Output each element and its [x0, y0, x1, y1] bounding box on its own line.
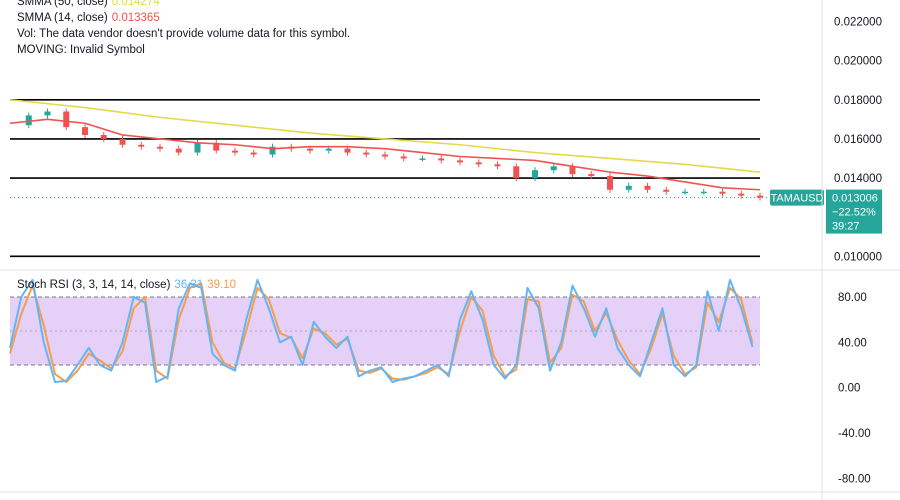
- candle-body[interactable]: [213, 142, 220, 151]
- candle-body[interactable]: [644, 185, 651, 190]
- price-change-text: −22.52%: [832, 207, 876, 219]
- stoch-rsi-legend[interactable]: Stoch RSI (3, 3, 14, 14, close) 36.31 39.1…: [17, 279, 236, 291]
- candle-body[interactable]: [63, 111, 70, 128]
- price-tick-label: 0.014000: [834, 173, 882, 185]
- candle-body[interactable]: [138, 144, 145, 147]
- candle-body[interactable]: [569, 166, 576, 175]
- candle-body[interactable]: [25, 115, 32, 126]
- candle-body[interactable]: [738, 193, 745, 196]
- candle-body[interactable]: [663, 189, 670, 192]
- stoch-tick-label: -80.00: [838, 473, 871, 485]
- stoch-tick-label: 0.00: [838, 383, 860, 395]
- smma50-legend-label: SMMA (50, close): [17, 0, 108, 8]
- candle-body[interactable]: [157, 146, 163, 149]
- main-price-pane[interactable]: [9, 98, 822, 258]
- candle-body[interactable]: [700, 191, 707, 194]
- candle-body[interactable]: [607, 176, 613, 190]
- price-tags: TAMAUSD 0.013006 −22.52% 39:27: [770, 189, 882, 234]
- smma14-legend[interactable]: SMMA (14, close) 0.013365: [17, 12, 160, 24]
- stoch-tick-label: 80.00: [838, 292, 867, 304]
- candle-body[interactable]: [457, 160, 463, 163]
- candle-body[interactable]: [682, 191, 688, 194]
- price-axis[interactable]: 0.022000 0.020000 0.018000 0.016000 0.014000…: [834, 17, 882, 486]
- bar-countdown-text: 39:27: [832, 221, 860, 233]
- candle-body[interactable]: [588, 174, 595, 177]
- price-tick-label: 0.020000: [834, 56, 882, 68]
- stoch-rsi-legend-label: Stoch RSI (3, 3, 14, 14, close): [17, 279, 171, 291]
- candle-body[interactable]: [438, 158, 445, 161]
- candle-body[interactable]: [719, 191, 726, 194]
- candle-body[interactable]: [757, 195, 763, 198]
- candle-body[interactable]: [232, 150, 238, 153]
- candle-body[interactable]: [44, 111, 51, 116]
- stoch-tick-label: -40.00: [838, 428, 871, 440]
- candle-body[interactable]: [363, 152, 370, 155]
- candle-body[interactable]: [550, 166, 557, 171]
- stoch-rsi-pane[interactable]: [9, 278, 760, 383]
- stoch-tick-label: 40.00: [838, 337, 867, 349]
- candle-body[interactable]: [269, 146, 276, 155]
- candle-body[interactable]: [100, 134, 107, 139]
- candle-body[interactable]: [194, 142, 201, 153]
- candle-body[interactable]: [513, 166, 520, 179]
- price-tick-label: 0.016000: [834, 134, 882, 146]
- candle-body[interactable]: [625, 185, 632, 190]
- candle-body[interactable]: [475, 162, 482, 165]
- candle-body[interactable]: [82, 127, 88, 135]
- stoch-d-value: 39.10: [207, 279, 236, 291]
- smma14-legend-value: 0.013365: [111, 12, 160, 24]
- candle-body[interactable]: [307, 148, 313, 151]
- moving-legend[interactable]: MOVING: Invalid Symbol: [17, 44, 145, 56]
- price-tick-label: 0.010000: [834, 251, 882, 263]
- smma50-line[interactable]: [9, 98, 761, 173]
- candle-body[interactable]: [119, 138, 126, 145]
- symbol-tag-text: TAMAUSD: [771, 193, 824, 205]
- price-tick-label: 0.018000: [834, 95, 882, 107]
- candle-body[interactable]: [382, 154, 388, 157]
- stoch-k-value: 36.31: [174, 279, 204, 291]
- candle-body[interactable]: [419, 158, 426, 160]
- candle-body[interactable]: [325, 148, 332, 151]
- price-tick-label: 0.022000: [834, 17, 882, 29]
- candle-body[interactable]: [175, 148, 182, 153]
- smma14-line[interactable]: [9, 118, 761, 191]
- candle-body[interactable]: [494, 164, 501, 167]
- stoch-k-line[interactable]: [9, 278, 754, 383]
- candle-body[interactable]: [400, 156, 407, 159]
- last-price-text: 0.013006: [832, 193, 878, 205]
- last-price-tag: [826, 189, 882, 234]
- candle-body[interactable]: [344, 148, 351, 153]
- smma14-legend-label: SMMA (14, close): [17, 12, 108, 24]
- candle-body[interactable]: [532, 170, 538, 179]
- candle-body[interactable]: [250, 152, 257, 155]
- volume-legend[interactable]: Vol: The data vendor doesn't provide vol…: [17, 28, 351, 40]
- smma50-legend-value: 0.014274: [111, 0, 160, 8]
- smma50-legend[interactable]: SMMA (50, close) 0.014274: [17, 0, 160, 8]
- symbol-tag: [770, 189, 824, 206]
